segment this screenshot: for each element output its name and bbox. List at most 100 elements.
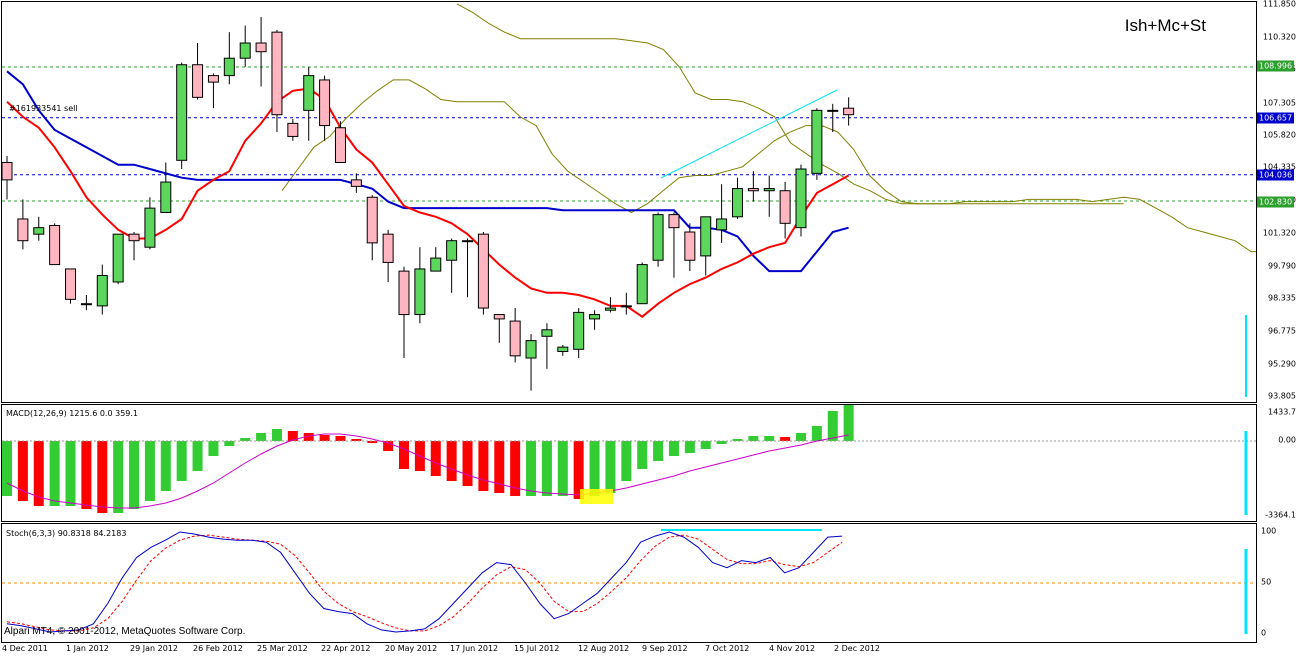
bull-candle — [33, 227, 45, 235]
bull-candle — [604, 307, 616, 311]
bear-candle — [350, 179, 362, 187]
macd-bar — [732, 439, 743, 441]
bull-candle — [414, 268, 426, 316]
bull-candle — [811, 109, 823, 174]
macd-bar — [843, 405, 854, 441]
bull-candle — [430, 257, 442, 272]
bull-candle — [462, 240, 474, 243]
bear-candle — [207, 75, 219, 83]
bull-candle — [763, 188, 775, 192]
bear-candle — [668, 214, 680, 229]
kijun-level-tag: 104.036 — [1257, 169, 1295, 181]
bull-candle — [525, 340, 537, 359]
bull-candle — [827, 109, 839, 112]
bull-candle — [176, 64, 188, 161]
stoch-scale: 100 50 0 — [1257, 523, 1298, 641]
macd-bar — [2, 441, 12, 496]
bull-candle — [731, 188, 743, 218]
stoch-pane[interactable]: Stoch(6,3,3) 90.8318 84.2183 — [1, 523, 1257, 643]
bull-candle — [795, 168, 807, 229]
macd-bar — [541, 441, 552, 496]
macd-bar — [399, 441, 409, 469]
date-label: 15 Jul 2012 — [514, 644, 560, 653]
macd-bar — [573, 441, 584, 499]
macd-scale-max: 1433.7 — [1268, 407, 1296, 417]
macd-bar — [240, 438, 251, 441]
macd-bar — [65, 441, 76, 506]
date-label: 22 Apr 2012 — [321, 644, 371, 653]
bull-candle — [700, 216, 712, 257]
bear-candle — [747, 188, 759, 192]
macd-bar — [303, 433, 314, 441]
macd-bar — [113, 441, 124, 513]
bull-candle — [557, 346, 569, 352]
bear-candle — [334, 127, 346, 163]
price-scale-label: 104.335 — [1262, 162, 1296, 172]
cloud-span-a — [456, 3, 1256, 253]
bull-candle — [223, 57, 235, 77]
bull-candle — [573, 311, 585, 350]
bear-candle — [128, 233, 140, 242]
stoch-label: Stoch(6,3,3) 90.8318 84.2183 — [6, 529, 127, 538]
macd-highlight — [580, 489, 613, 504]
macd-pane[interactable]: MACD(12,26,9) 1215.6 0.0 359.1 — [1, 404, 1257, 522]
bear-candle — [398, 270, 410, 316]
macd-signal-line — [6, 433, 849, 509]
bull-candle — [652, 214, 664, 261]
price-pane[interactable]: #161933541 sell Ish+Mc+St — [1, 1, 1257, 403]
macd-bar — [446, 441, 457, 481]
stoch-chart — [2, 529, 1256, 634]
macd-bar — [256, 433, 267, 441]
macd-bar — [430, 441, 441, 476]
bear-candle — [366, 196, 378, 244]
macd-bar — [764, 436, 775, 441]
date-label: 2 Dec 2012 — [834, 644, 881, 653]
chart-title: Ish+Mc+St — [1124, 16, 1206, 35]
bull-candle — [160, 181, 172, 213]
price-scale-label: 110.320 — [1262, 32, 1296, 42]
date-label: 29 Jan 2012 — [130, 644, 178, 653]
stoch-scale-100: 100 — [1261, 526, 1277, 536]
date-label: 20 May 2012 — [385, 644, 438, 653]
macd-bar — [49, 441, 60, 506]
bear-candle — [382, 233, 394, 263]
bull-candle — [112, 233, 124, 283]
macd-bar — [605, 441, 616, 493]
macd-bar — [144, 441, 155, 501]
date-label: 9 Sep 2012 — [642, 644, 688, 653]
bear-candle — [843, 107, 855, 116]
bull-candle — [620, 305, 632, 308]
bull-candle — [239, 42, 251, 59]
macd-bar — [17, 441, 28, 501]
macd-bar — [367, 441, 378, 443]
macd-bar — [653, 441, 664, 461]
macd-bar — [462, 441, 473, 486]
macd-bar — [684, 441, 695, 453]
macd-scale-min: -3364.1 — [1265, 510, 1296, 520]
bear-candle — [509, 320, 521, 357]
price-scale-label: 96.775 — [1268, 326, 1296, 336]
trend-line — [660, 89, 838, 179]
macd-scale: 1433.7 0.00 -3364.1 — [1257, 404, 1298, 520]
macd-bar — [224, 441, 235, 446]
macd-label: MACD(12,26,9) 1215.6 0.0 359.1 — [6, 409, 139, 418]
macd-scale-zero: 0.00 — [1278, 435, 1296, 445]
bear-candle — [319, 79, 331, 127]
tenkan-line — [6, 87, 850, 318]
macd-bar — [510, 441, 521, 496]
order-label: #161933541 sell — [9, 104, 78, 113]
bear-candle — [2, 161, 13, 181]
macd-bar — [589, 441, 600, 496]
macd-bar — [81, 441, 92, 509]
macd-bar — [97, 441, 108, 513]
date-label: 1 Jan 2012 — [66, 644, 109, 653]
macd-bar — [621, 441, 632, 481]
upper-level-tag: 108.996 — [1257, 60, 1295, 72]
macd-bar — [335, 436, 346, 441]
price-scale-label: 93.805 — [1268, 391, 1296, 401]
bear-candle — [17, 218, 29, 242]
macd-bar — [796, 433, 806, 441]
macd-bar — [526, 441, 537, 496]
lower-level-tag: 102.830 — [1257, 196, 1295, 208]
date-label: 4 Nov 2012 — [769, 644, 816, 653]
